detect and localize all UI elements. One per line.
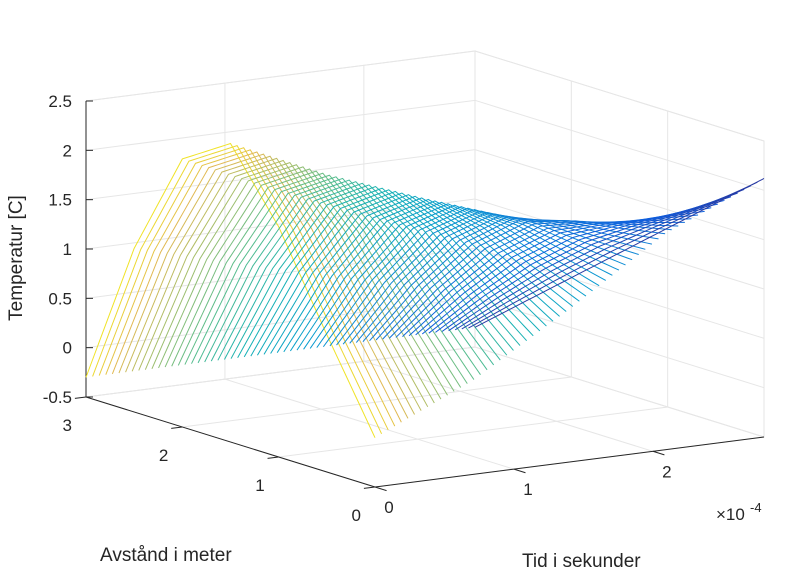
z-grid-line [85,198,765,290]
mesh-curve [204,179,495,366]
mesh-curve [342,211,633,345]
mesh-curve [289,200,580,352]
x-exponent-base: ×10 [716,505,745,524]
x-axis-line [374,436,765,488]
mesh-curve [118,153,409,419]
mesh-curve [316,206,607,348]
mesh-curve [441,196,732,332]
y-grid-line [278,111,669,458]
axis-lines [74,100,765,492]
y-tick-mark [74,396,87,399]
mesh-curve [375,219,666,341]
mesh-curve [164,168,455,392]
mesh-curve [111,151,402,423]
mesh-curve [355,214,646,343]
x-exponent-power: -4 [750,500,762,515]
mesh-curve [303,203,593,350]
mesh-curve [454,188,745,331]
y-tick-mark [363,486,376,489]
z-tick-label: 2.5 [48,92,72,111]
grid-lines [85,50,765,488]
x-tick-mark [374,486,387,492]
y-axis-label: Avstånd i meter [100,545,232,566]
z-grid-line [85,346,765,438]
mesh-curve [125,155,416,415]
y-tick-label: 2 [159,446,168,465]
mesh-curve [217,182,508,361]
y-tick-mark [267,456,279,459]
y-tick-mark [171,426,183,429]
y-grid-line [85,51,476,398]
z-tick-label: 2 [63,141,72,160]
mesh-curve [468,181,758,329]
mesh-curve [256,192,547,356]
mesh-curve [461,185,752,330]
x-axis-label: Tid i sekunder [522,551,641,572]
x-grid-line [85,101,376,488]
x-tick-label: 0 [384,498,393,517]
mesh-curve [144,162,435,404]
x-tick-label: 2 [662,462,671,481]
y-axis-line [85,396,376,488]
z-grid-line [85,50,765,142]
tick-labels: 0 1 2 0 1 2 3 -0.5 0 0.5 1 1.5 2 2.5 [43,92,672,525]
floor-back-edges [85,346,765,438]
mesh-curve [105,149,396,427]
mesh-curve [336,210,626,346]
x-tick-mark [513,468,526,474]
mesh-surface [85,142,765,438]
mesh-curve [322,207,613,348]
mesh-curve [85,142,376,438]
mesh-curve [349,213,639,344]
mesh-curve [171,170,462,388]
z-axis-label: Temperatur [C] [6,195,27,321]
mesh-curve [138,159,429,408]
x-exponent-label: ×10 -4 [716,500,762,524]
z-tick-label: 1 [63,240,72,259]
mesh-curve [296,201,587,351]
z-tick-label: 1.5 [48,191,72,210]
mesh-curve [329,209,620,347]
mesh-curve [177,172,468,384]
mesh-curve [276,197,567,353]
y-tick-label: 0 [352,506,361,525]
mesh-curve [98,147,389,431]
z-tick-label: 0 [63,339,72,358]
mesh-curve [230,185,521,359]
mesh-curve [448,192,738,332]
mesh-curve [309,204,600,349]
mesh-curve [237,187,528,359]
y-tick-label: 3 [63,416,72,435]
mesh-curve [151,164,442,400]
z-grid-line [85,297,765,389]
z-tick-label: 0.5 [48,289,72,308]
x-tick-mark [652,450,665,456]
mesh-curve [362,216,653,342]
mesh-curve [250,190,541,357]
y-tick-label: 1 [255,476,264,495]
mesh-curve [270,195,560,354]
x-tick-label: 1 [523,480,532,499]
z-tick-label: -0.5 [43,388,72,407]
mesh-curve [474,178,765,328]
y-grid-line [182,81,572,428]
mesh-curve [191,176,481,375]
